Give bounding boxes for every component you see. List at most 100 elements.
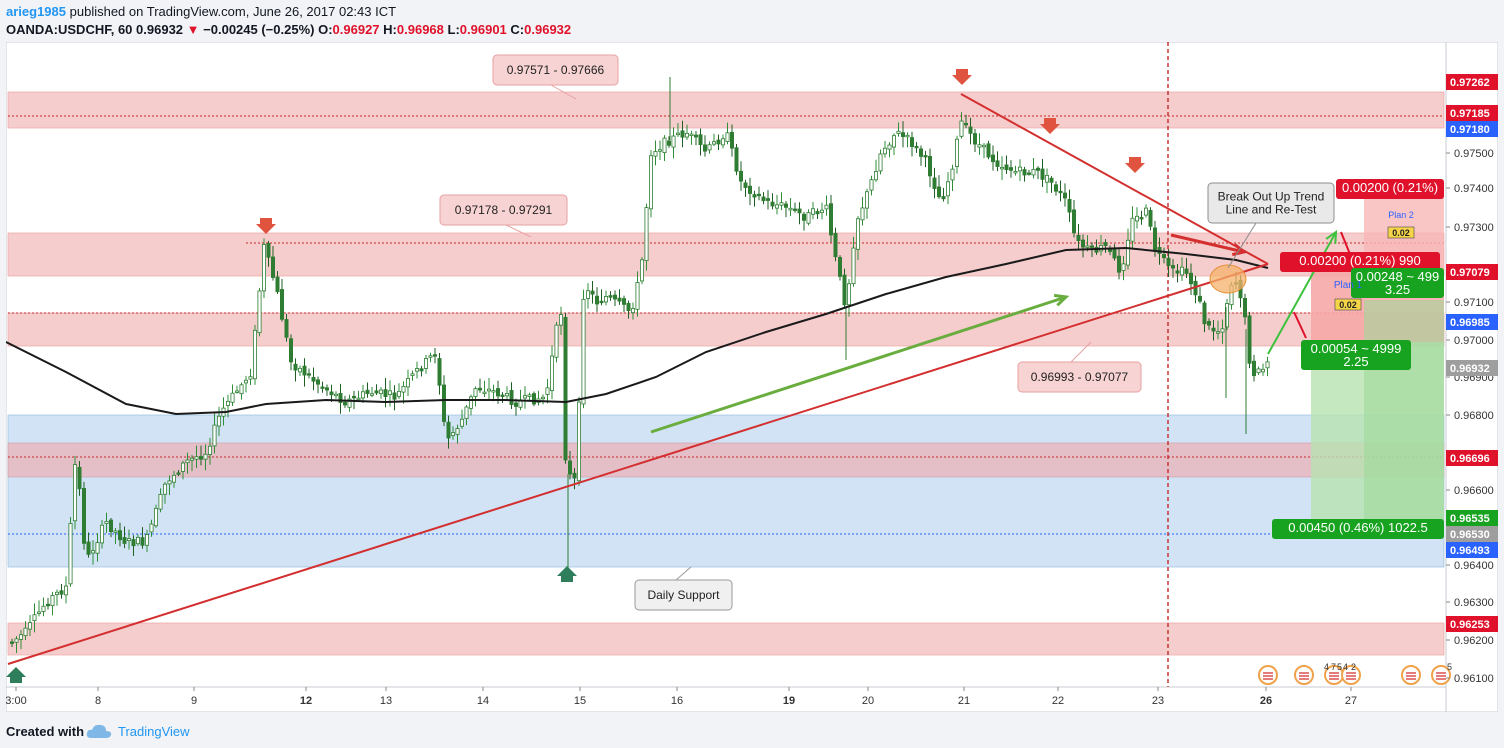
candle-body [734,147,739,172]
candle-body [599,300,604,304]
candle-body [1076,234,1081,242]
chart-area[interactable]: 0.97571 - 0.97666 0.97178 - 0.97291 0.9699… [6,42,1498,712]
candle-body [676,132,681,136]
candle-body [788,207,793,211]
price-label-bg-8 [1446,526,1498,542]
x-tick-label-9: 20 [862,695,874,707]
price-chart[interactable]: 0.97571 - 0.97666 0.97178 - 0.97291 0.9699… [6,42,1498,712]
price-label-bg-2 [1446,121,1498,137]
price-label-bg-6 [1446,450,1498,466]
candle-body [73,464,78,522]
tradingview-brand[interactable]: TradingView [118,724,190,739]
author-link[interactable]: arieg1985 [6,4,66,19]
candle-body [55,591,60,595]
candle-body [527,394,532,397]
candle-body [901,132,906,137]
candle-body [887,144,892,150]
candle-body [450,432,455,437]
candle-body [964,122,969,126]
candle-body [923,155,928,158]
candle-body [743,182,748,188]
candle-body [315,379,320,385]
label-plan1-stop: 0.00200 (0.21%) 990 [1280,252,1440,272]
callout-mid-range-box [439,194,568,226]
candle-body [941,196,946,200]
candle-body [252,329,257,380]
candle-body [419,368,424,372]
candle-body [1162,254,1167,259]
candle-body [959,120,964,137]
candle-body [1130,217,1135,242]
candle-body [590,290,595,295]
candle-body [41,605,46,612]
candle-body [1184,268,1189,274]
candle-body [1247,315,1252,364]
candle-body [856,218,861,250]
candle-body [369,393,374,396]
candle-body [977,144,982,148]
candle-body [820,209,825,213]
candle-body [180,462,185,472]
price-label-bg-10 [1446,616,1498,632]
candle-body [559,314,564,326]
plan1-name: Plan 1 [1334,280,1363,291]
candle-body [617,297,622,302]
candle-body [1103,242,1108,246]
candle-body [392,392,397,400]
candle-body [613,294,618,300]
label-plan1-target-text: 0.00054 ~ 4999 [1311,341,1402,356]
y-tick-label-3: 0.97100 [1454,297,1494,309]
ascending-trendline [7,263,1269,665]
sell-marker-icon-0 [256,218,276,234]
callout-breakout-box [1207,182,1335,224]
price-label-2: 0.97180 [1450,124,1490,136]
candle-body [770,201,775,207]
candle-body [1148,209,1153,227]
candle-body [378,389,383,395]
x-tick-label-1: 8 [95,695,101,707]
label-plan1-stop-bg [1280,252,1440,272]
candle-body [144,534,149,546]
buy-marker-icon-1 [6,667,26,683]
candle-body [162,483,167,495]
candle-body [937,186,942,198]
callout-upper-range-pointer [550,84,577,100]
sell-marker-icon-3 [1125,157,1145,173]
retest-arrow [1170,233,1245,254]
price-label-3: 0.97079 [1450,267,1490,279]
candle-body [883,147,888,155]
candle-body [833,232,838,258]
candle-body [640,259,645,282]
candle-body [932,177,937,189]
y-tick-label-11: 0.96100 [1454,673,1494,685]
sell-marker-icon-1 [952,69,972,85]
candle-body [1211,327,1216,332]
x-tick-label-11: 22 [1052,695,1064,707]
candle-body [1112,248,1117,259]
candle-body [707,144,712,151]
candle-body [248,376,253,380]
label-plan2-target-text: 0.00248 ~ 499 [1356,269,1440,284]
candle-body [1207,321,1212,326]
candle-body [387,390,392,396]
candle-body [1202,302,1207,325]
candle-body [23,627,28,637]
high-value: 0.96968 [396,22,444,37]
candle-body [667,140,672,146]
event-flag-stripes-5 [1436,672,1446,680]
callout-breakout-text: Break Out Up Trend [1218,189,1325,203]
tradingview-cloud-icon [86,724,112,738]
candle-body [865,191,870,209]
candle-body [1121,263,1126,271]
candle-body [721,138,726,146]
candle-body [513,402,518,407]
candle-body [338,393,343,403]
candle-body [59,590,64,595]
candle-body [1135,215,1140,222]
callout-mid-range-pointer [505,224,532,238]
candle-body [608,295,613,298]
candle-body [1153,227,1158,251]
candle-body [432,354,437,357]
candle-body [892,135,897,148]
callout-upper-range-text: 0.97571 - 0.97666 [507,63,605,77]
